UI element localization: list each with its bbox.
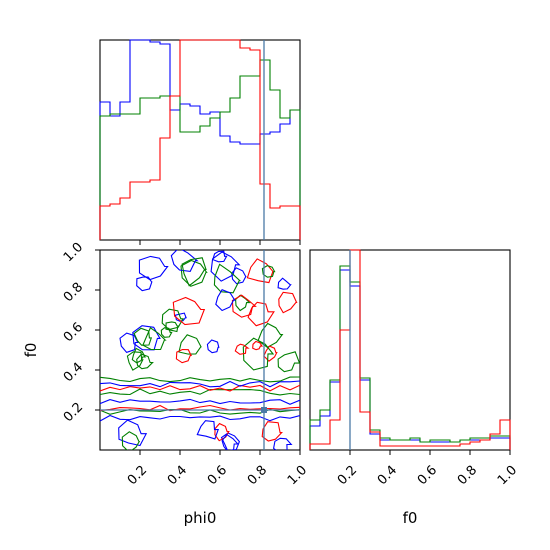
joint-blob-contour [133, 327, 153, 346]
joint-blob-contour [138, 255, 169, 281]
joint-blob-contour [247, 301, 275, 327]
f0-hist-series-2 [309, 249, 511, 450]
y-tick-label: 0.2 [61, 400, 86, 425]
x-right-tick-label: 0.2 [335, 463, 360, 488]
joint-blob-contour [272, 437, 293, 450]
joint-blob-contour [178, 334, 202, 355]
joint-blob-contour [161, 308, 184, 331]
joint-blob-contour [246, 258, 275, 284]
joint-blob-contour [170, 250, 199, 272]
joint-contour-frame [99, 249, 301, 451]
x-tick-label: 0.8 [245, 463, 270, 488]
x-right-tick-label: 1.0 [495, 463, 520, 488]
joint-band-contour [100, 384, 300, 392]
tick-marks [95, 240, 511, 455]
joint-blob-contour [180, 259, 208, 287]
phi0-hist-series-2 [99, 39, 301, 240]
joint-blob-contour [221, 433, 240, 450]
truth-marker [261, 407, 267, 413]
joint-blob-contour [212, 250, 228, 263]
joint-blob-contour [126, 351, 144, 371]
joint-blob-contour [231, 294, 257, 318]
y-tick-label: 0.8 [61, 280, 86, 305]
joint-blob-contour [231, 267, 247, 285]
joint-blob-contour [215, 289, 236, 312]
x-right-tick-label: 0.4 [375, 463, 400, 488]
joint-blob-contour [277, 351, 300, 373]
joint-band-contour [100, 388, 300, 396]
joint-blob-contour [220, 432, 241, 450]
xlabel-f0: f0 [403, 509, 418, 527]
y-tick-label: 0.6 [61, 320, 86, 345]
joint-blob-contour [261, 421, 283, 442]
joint-blob-contour [142, 326, 167, 351]
joint-blob-contour [172, 296, 206, 326]
x-tick-label: 0.4 [165, 463, 190, 488]
joint-blob-contour [257, 322, 284, 348]
joint-blob-contour [261, 264, 276, 278]
x-right-tick-label: 0.6 [415, 463, 440, 488]
joint-blob-contour [181, 257, 207, 287]
joint-band-contour [100, 380, 300, 388]
ylabel-f0: f0 [22, 343, 40, 358]
joint-blob-contour [175, 348, 192, 364]
joint-blob-contour [234, 343, 250, 355]
joint-blob-contour [252, 340, 264, 351]
joint-blob-contour [121, 431, 141, 450]
joint-blob-contour [196, 420, 219, 440]
joint-band-contour [100, 398, 300, 405]
f0-histogram [309, 249, 511, 450]
joint-blob-contour [278, 291, 298, 314]
x-tick-label: 1.0 [285, 463, 310, 488]
joint-blob-contour [136, 353, 154, 370]
joint-blob-contour [210, 251, 241, 282]
joint-blob-contour [131, 347, 146, 364]
joint-blob-contour [165, 321, 179, 333]
joint-band-contour [100, 376, 300, 383]
joint-blob-contour [235, 294, 251, 312]
y-tick-label: 1.0 [61, 240, 86, 265]
phi0-hist-series-0 [99, 39, 301, 240]
joint-blob-contour [213, 263, 242, 294]
joint-blob-contour [174, 312, 187, 322]
xlabel-phi0: phi0 [184, 509, 217, 527]
f0-histogram-frame [309, 249, 511, 451]
x-tick-label: 0.2 [125, 463, 150, 488]
joint-blob-contour [118, 419, 148, 447]
joint-blob-contour [119, 332, 139, 354]
joint-contour-group [100, 250, 300, 450]
joint-contours [100, 250, 300, 450]
x-tick-label: 0.6 [205, 463, 230, 488]
phi0-hist-series-1 [99, 59, 301, 240]
y-tick-label: 0.4 [61, 360, 86, 385]
phi0-histogram [99, 39, 301, 240]
joint-blob-contour [160, 327, 173, 338]
joint-blob-contour [214, 422, 230, 442]
joint-blob-contour [277, 277, 292, 290]
x-right-tick-label: 0.8 [455, 463, 480, 488]
joint-blob-contour [206, 339, 220, 354]
joint-band-contour [100, 414, 300, 422]
joint-blob-contour [132, 325, 161, 351]
joint-blob-contour [242, 337, 275, 371]
